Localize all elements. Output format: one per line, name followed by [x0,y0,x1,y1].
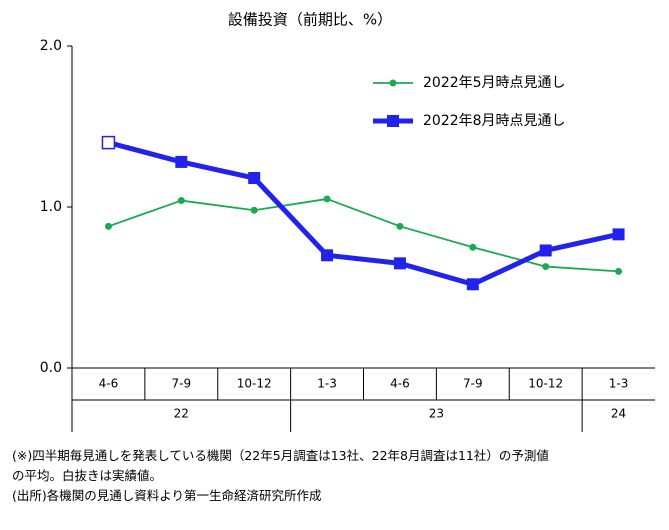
note: (※)四半期毎見通しを発表している機関（22年5月調査は13社、22年8月調査は… [12,448,549,463]
marker [615,267,623,275]
marker [469,243,477,251]
x-tick-label: 7-9 [172,377,192,391]
marker [539,244,552,257]
x-tick-label: 10-12 [237,377,272,391]
chart-title: 設備投資（前期比、%） [228,11,392,29]
y-tick-label: 0.0 [40,360,62,376]
note: (出所)各機関の見通し資料より第一生命経済研究所作成 [12,488,322,503]
marker [250,206,258,214]
x-tick-label: 7-9 [463,377,483,391]
marker [101,135,116,150]
legend-label: 2022年8月時点見通し [423,113,566,129]
y-tick-label: 2.0 [40,38,62,54]
x-tick-label: 1-3 [609,377,629,391]
marker [177,197,185,205]
note: の平均。白抜きは実績値。 [12,468,163,483]
group-label: 23 [429,407,444,421]
marker [612,228,625,241]
marker [466,278,479,291]
chart: 設備投資（前期比、%） 0.0 1.0 2.0 4-6 7-9 10-12 22 1-3 4-6… [40,11,655,432]
y-tick-label: 1.0 [40,199,62,215]
marker [396,222,404,230]
x-tick-label: 1-3 [317,377,337,391]
marker [323,195,331,203]
marker [393,257,406,270]
marker [321,249,334,262]
legend-marker [389,79,397,87]
x-tick-label: 4-6 [390,377,410,391]
series-line [108,198,619,273]
group-label: 22 [174,407,189,421]
marker [175,155,188,168]
x-tick-label: 10-12 [528,377,563,391]
marker [104,222,112,230]
marker [248,172,261,185]
marker [542,263,550,271]
legend-marker [387,115,399,127]
notes: (※)四半期毎見通しを発表している機関（22年5月調査は13社、22年8月調査は… [12,446,549,506]
group-label: 24 [611,407,626,421]
x-tick-label: 4-6 [99,377,119,391]
legend-label: 2022年5月時点見通し [423,75,566,91]
series-line [107,140,620,287]
